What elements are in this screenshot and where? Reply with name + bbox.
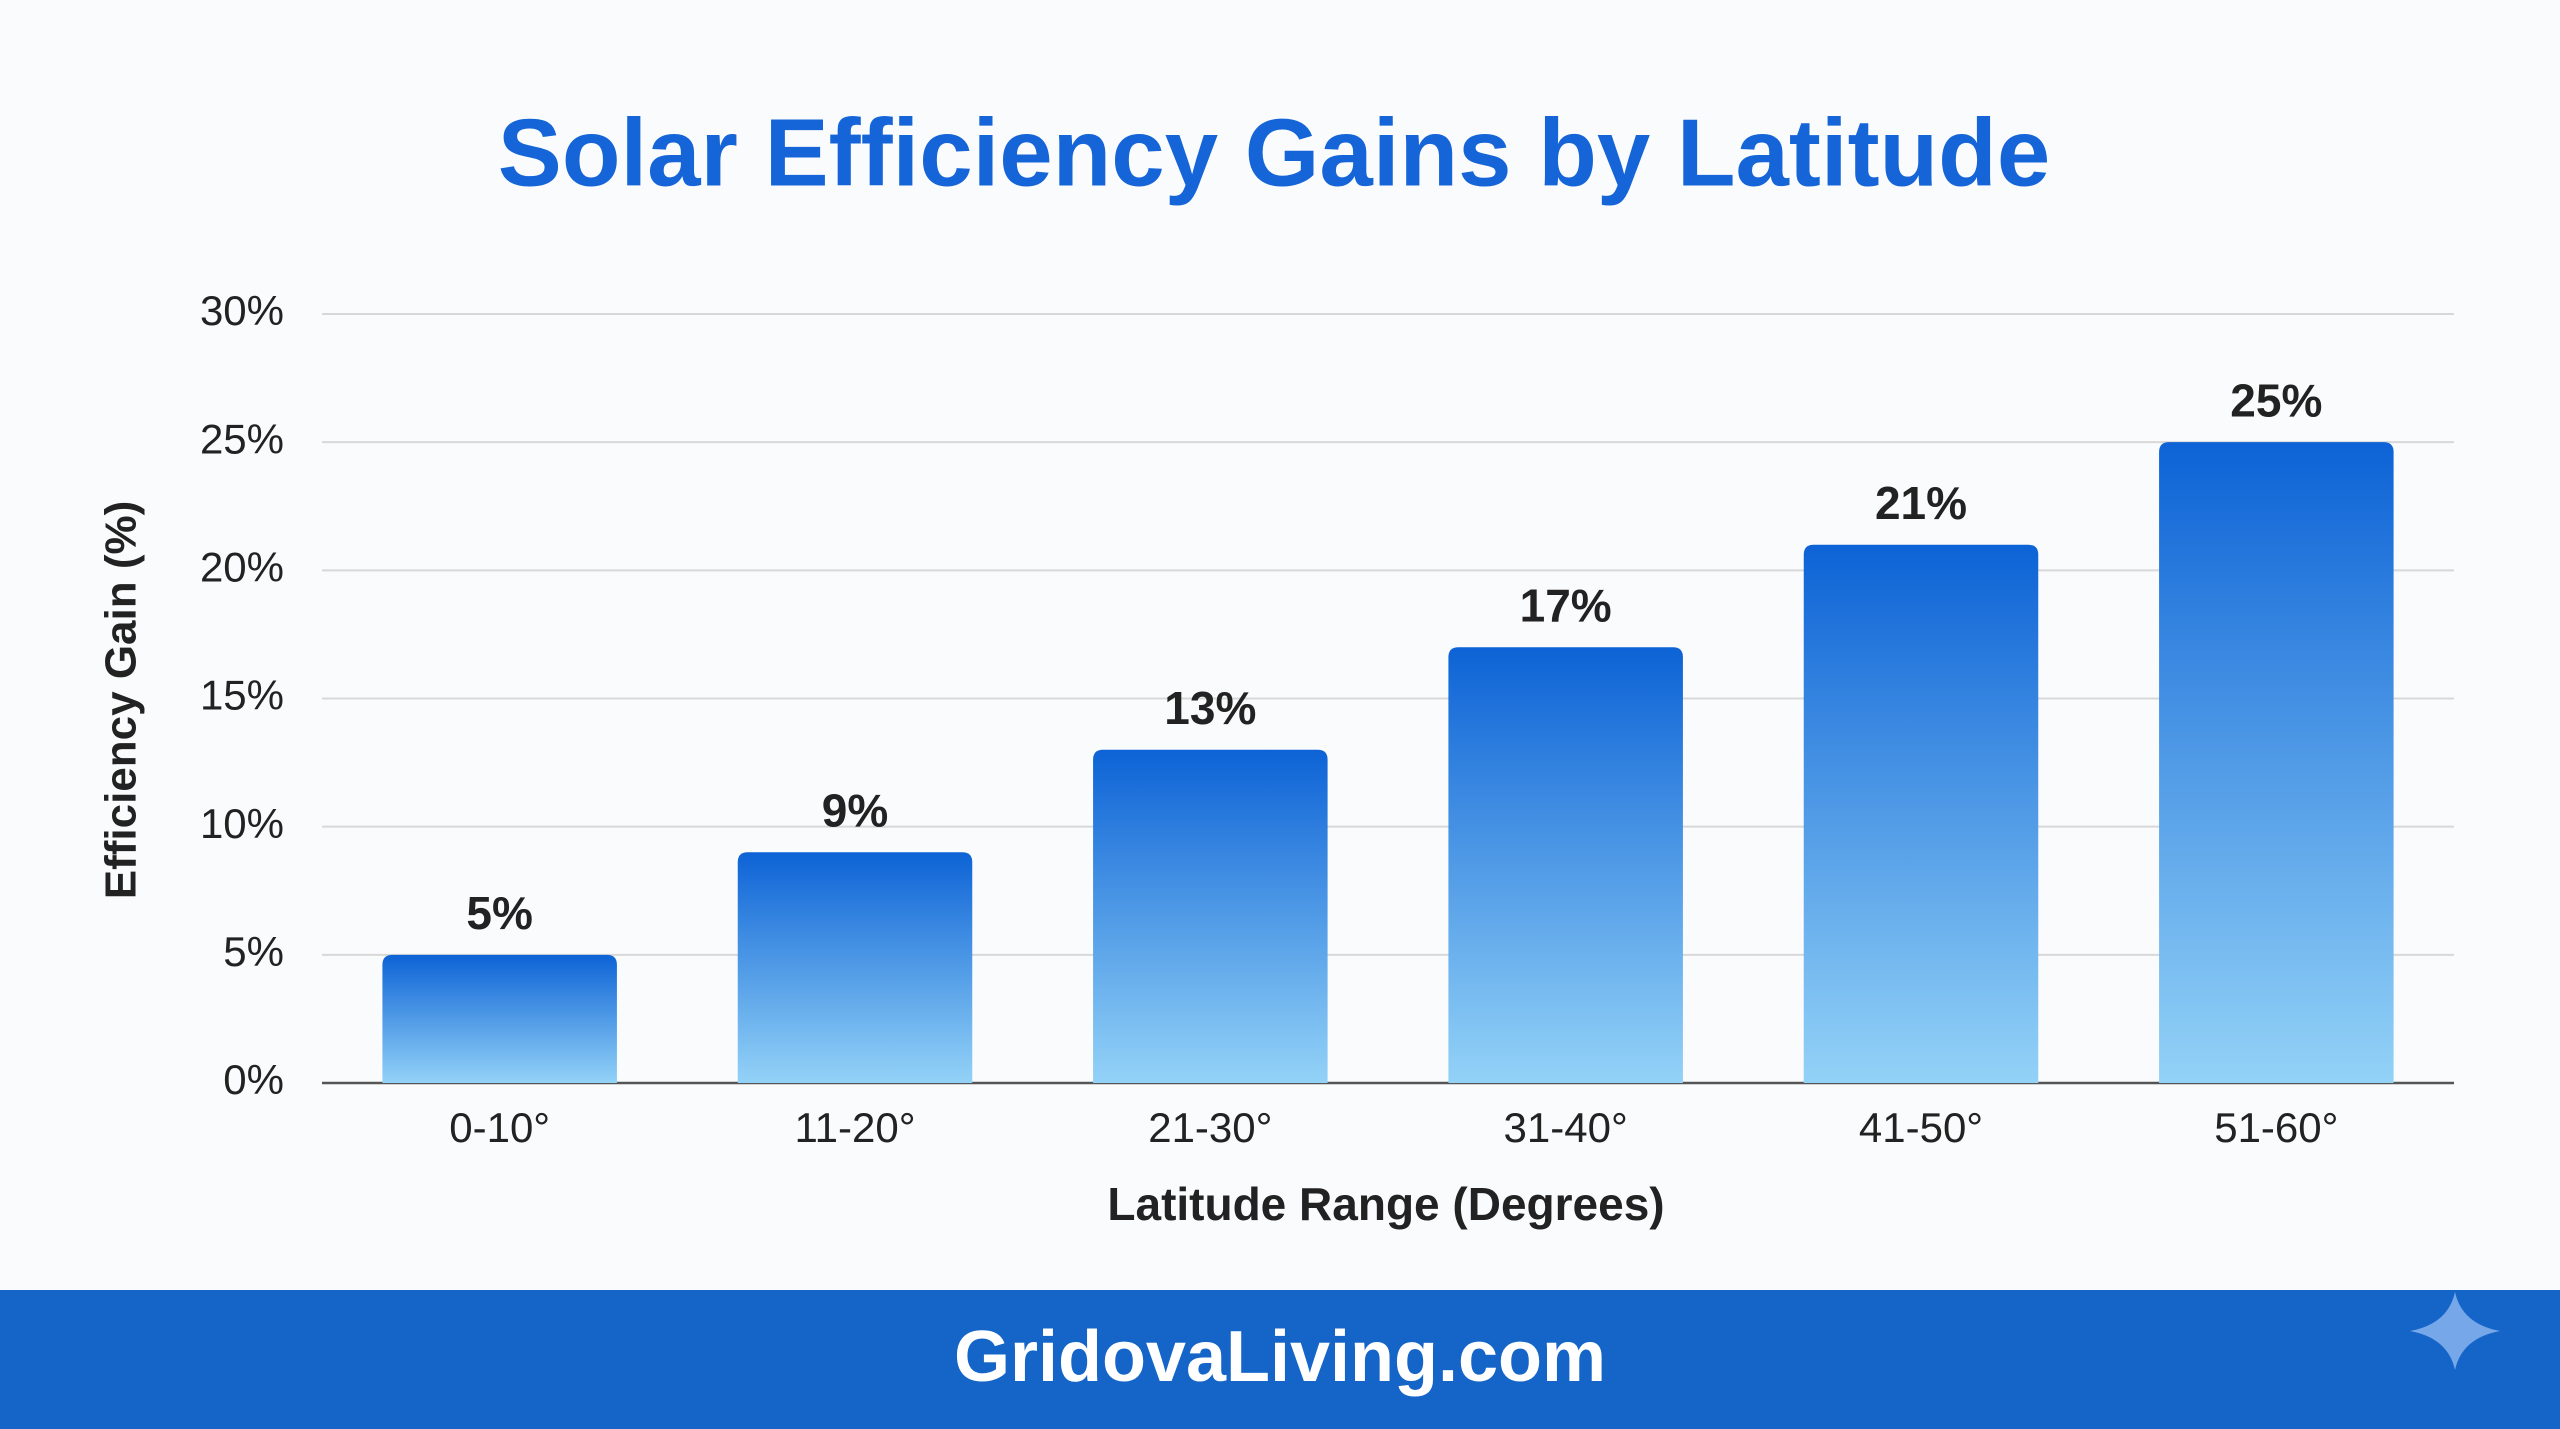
y-axis-label: Efficiency Gain (%) xyxy=(97,501,146,900)
y-tick-label: 10% xyxy=(200,800,284,847)
x-axis-label: Latitude Range (Degrees) xyxy=(1107,1178,1664,1230)
bar xyxy=(382,954,617,1083)
footer-text: GridovaLiving.com xyxy=(954,1317,1606,1397)
bar xyxy=(1803,544,2039,1083)
y-tick-label: 15% xyxy=(200,672,284,719)
value-label: 9% xyxy=(822,784,888,836)
bar xyxy=(737,852,973,1083)
y-tick-label: 20% xyxy=(200,543,284,590)
chart-title: Solar Efficiency Gains by Latitude xyxy=(498,99,2050,206)
bar xyxy=(1448,647,1683,1083)
sparkle-icon xyxy=(2410,1292,2500,1370)
value-label: 17% xyxy=(1520,579,1612,631)
value-label: 25% xyxy=(2230,374,2322,426)
x-tick-label: 0-10° xyxy=(449,1104,550,1151)
bar xyxy=(2159,442,2394,1084)
x-tick-label: 31-40° xyxy=(1504,1104,1628,1151)
value-label: 21% xyxy=(1875,477,1967,529)
x-tick-label: 51-60° xyxy=(2214,1104,2338,1151)
y-tick-label: 0% xyxy=(223,1056,284,1103)
y-tick-label: 5% xyxy=(223,928,284,975)
bar xyxy=(1093,749,1328,1083)
x-tick-label: 21-30° xyxy=(1148,1104,1272,1151)
y-tick-label: 30% xyxy=(200,287,284,334)
y-tick-label: 25% xyxy=(200,415,284,462)
footer-band xyxy=(0,1290,2560,1429)
x-tick-label: 11-20° xyxy=(794,1104,915,1151)
value-label: 5% xyxy=(466,887,532,939)
x-tick-label: 41-50° xyxy=(1859,1104,1983,1151)
value-label: 13% xyxy=(1164,682,1256,734)
